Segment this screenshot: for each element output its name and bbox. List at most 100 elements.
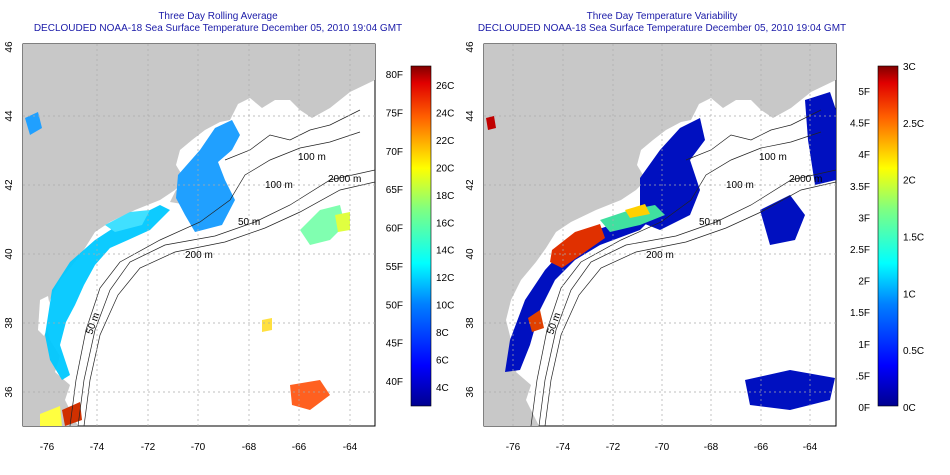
right-y-tick-label: 42 <box>465 179 476 191</box>
right-contour-200m <box>538 169 836 426</box>
right-colorbar-f-label: 1F <box>858 340 870 351</box>
left-contour-label-5: 200 m <box>185 250 213 261</box>
right-contour-label-2: 100 m <box>726 180 754 191</box>
right-colorbar-c-label: 3C <box>903 62 916 73</box>
left-sst-nw <box>25 112 42 135</box>
right-colorbar-c-label: 2.5C <box>903 119 924 130</box>
right-colorbar-f-label: 0F <box>858 403 870 414</box>
right-y-tick-label: 44 <box>465 110 476 122</box>
right-title-block: Three Day Temperature Variability DECLOU… <box>462 11 862 35</box>
left-contour-bank <box>224 109 361 161</box>
left-map-subtitle: DECLOUDED NOAA-18 Sea Surface Temperatur… <box>33 23 403 34</box>
right-var-south <box>745 370 835 410</box>
right-contour-label-3: 2000 m <box>789 174 822 185</box>
right-colorbar-c-label: 2C <box>903 176 916 187</box>
left-grid <box>23 44 375 426</box>
left-land <box>23 44 375 426</box>
right-colorbar-c-label: 0.5C <box>903 346 924 357</box>
left-sst-warm2 <box>335 212 350 232</box>
right-colorbar-f-label: 3.5F <box>850 182 870 193</box>
right-y-tick-label: 40 <box>465 248 476 260</box>
left-x-tick-label: -70 <box>191 442 206 453</box>
left-map-title: Three Day Rolling Average <box>158 11 278 22</box>
left-sst-shelf <box>45 205 170 380</box>
right-colorbar-f-label: 3F <box>858 213 870 224</box>
right-land <box>484 44 836 426</box>
left-contour-label-4: 50 m <box>238 217 260 228</box>
left-contour-100m <box>69 131 361 426</box>
left-x-tick-label: -72 <box>141 442 156 453</box>
right-var-hot <box>550 224 605 268</box>
left-title-block: Three Day Rolling Average DECLOUDED NOAA… <box>18 11 418 35</box>
right-colorbar-f-label: 4F <box>858 150 870 161</box>
right-y-tick-label: 36 <box>465 386 476 398</box>
left-colorbar-c-label: 18C <box>436 191 454 202</box>
left-colorbar-f-label: 65F <box>386 185 403 196</box>
right-colorbar-f-label: .5F <box>856 371 870 382</box>
right-contour-2000m <box>544 181 836 426</box>
left-colorbar-f-label: 80F <box>386 70 403 81</box>
right-y-tick-label: 46 <box>465 41 476 53</box>
left-colorbar-c-label: 8C <box>436 328 449 339</box>
left-colorbar-c-label: 26C <box>436 81 454 92</box>
left-sst-patch2 <box>290 380 330 410</box>
left-x-tick-label: -74 <box>90 442 105 453</box>
right-x-tick-label: -66 <box>754 442 769 453</box>
right-var-east <box>760 195 805 245</box>
left-colorbar-f-label: 55F <box>386 262 403 273</box>
left-y-tick-label: 38 <box>4 317 15 329</box>
right-grid <box>484 44 836 426</box>
right-y-tick-label: 38 <box>465 317 476 329</box>
left-colorbar-f-label: 60F <box>386 224 403 235</box>
left-contour-label-3: 2000 m <box>328 174 361 185</box>
left-colorbar-c-label: 6C <box>436 356 449 367</box>
left-colorbar-f-label: 75F <box>386 108 403 119</box>
right-colorbar <box>877 65 899 407</box>
left-sst-south <box>62 402 82 426</box>
right-x-tick-label: -72 <box>606 442 621 453</box>
left-x-tick-label: -66 <box>292 442 307 453</box>
left-y-tick-label: 46 <box>4 41 15 53</box>
left-colorbar-c-label: 24C <box>436 108 454 119</box>
left-contour-label-1: 100 m <box>298 152 326 163</box>
left-colorbar-f-label: 45F <box>386 339 403 350</box>
right-var-yellow <box>625 204 650 218</box>
right-map-subtitle: DECLOUDED NOAA-18 Sea Surface Temperatur… <box>477 23 847 34</box>
right-colorbar-c-label: 1C <box>903 289 916 300</box>
left-colorbar-c-label: 10C <box>436 301 454 312</box>
left-contour-label-2: 100 m <box>265 180 293 191</box>
left-sst-south2 <box>40 406 62 426</box>
right-map-panel: 100 m 100 m 2000 m 50 m 200 m 50 m <box>483 43 837 427</box>
right-x-tick-label: -74 <box>556 442 571 453</box>
axis-labels: -76 -76 -74 -74 -72 -72 -70 -70 -68 -68 -66 -66 -64 -… <box>4 41 818 453</box>
right-colorbar-f-label: 1.5F <box>850 308 870 319</box>
left-sst-warm <box>300 205 345 245</box>
right-var-nw <box>486 116 496 130</box>
right-colorbar-f-label: 4.5F <box>850 119 870 130</box>
right-var-hot2 <box>528 310 544 332</box>
right-contour-label-5: 200 m <box>646 250 674 261</box>
left-colorbar-c-label: 22C <box>436 136 454 147</box>
left-x-tick-label: -76 <box>40 442 55 453</box>
left-colorbar-c-label: 20C <box>436 163 454 174</box>
left-colorbar <box>410 65 432 407</box>
right-colorbar-f-label: 5F <box>858 87 870 98</box>
left-colorbar-c-label: 12C <box>436 273 454 284</box>
right-x-tick-label: -64 <box>803 442 818 453</box>
right-map-title: Three Day Temperature Variability <box>586 11 738 22</box>
left-y-tick-label: 36 <box>4 386 15 398</box>
left-colorbar-c-label: 14C <box>436 246 454 257</box>
right-contour-label-4: 50 m <box>699 217 721 228</box>
left-y-tick-label: 44 <box>4 110 15 122</box>
right-colorbar-f-label: 2F <box>858 277 870 288</box>
right-x-tick-label: -76 <box>506 442 521 453</box>
left-x-tick-label: -68 <box>242 442 257 453</box>
left-colorbar-c-label: 4C <box>436 383 449 394</box>
left-colorbar-c-label: 16C <box>436 218 454 229</box>
left-y-tick-label: 42 <box>4 179 15 191</box>
left-sst-li <box>105 210 150 232</box>
left-contour-200m <box>77 169 375 426</box>
left-colorbar-f-label: 40F <box>386 377 403 388</box>
right-colorbar-c-label: 1.5C <box>903 233 924 244</box>
